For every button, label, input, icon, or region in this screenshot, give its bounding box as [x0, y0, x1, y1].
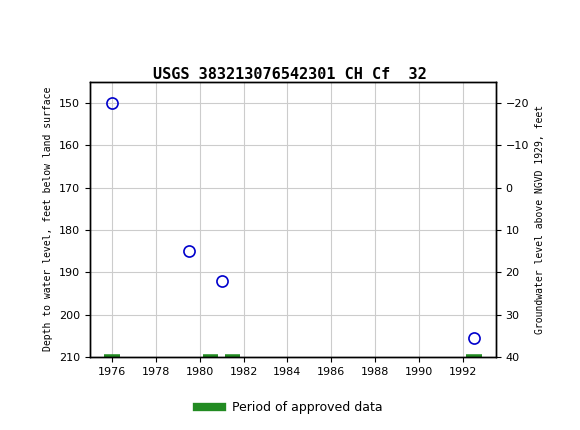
Text: ╲USGS: ╲USGS — [9, 13, 72, 38]
Y-axis label: Depth to water level, feet below land surface: Depth to water level, feet below land su… — [44, 87, 53, 351]
Y-axis label: Groundwater level above NGVD 1929, feet: Groundwater level above NGVD 1929, feet — [535, 105, 545, 334]
Legend: Period of approved data: Period of approved data — [192, 396, 388, 419]
Text: USGS 383213076542301 CH Cf  32: USGS 383213076542301 CH Cf 32 — [153, 67, 427, 82]
